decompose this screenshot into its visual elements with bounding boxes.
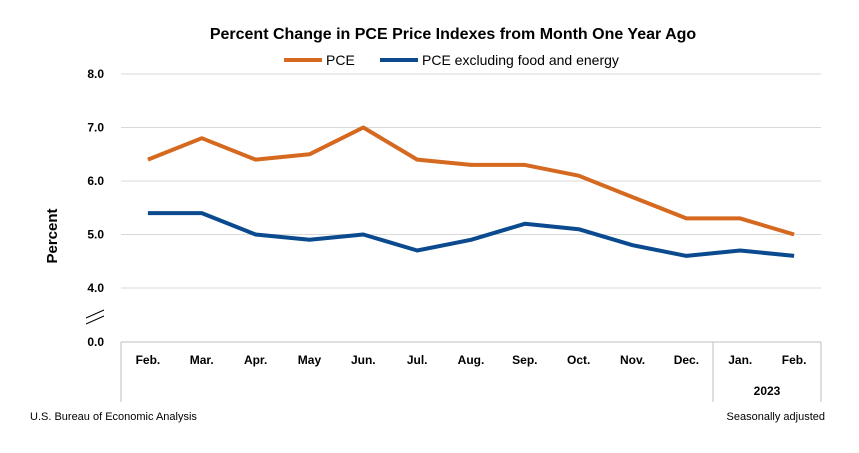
x-tick-label: Jul. bbox=[407, 353, 428, 367]
y-tick-label: 5.0 bbox=[87, 228, 104, 242]
y-tick-label: 7.0 bbox=[87, 121, 104, 135]
x-tick-label: Jan. bbox=[728, 353, 752, 367]
gridlines bbox=[121, 73, 821, 289]
legend-core-pce-label: PCE excluding food and energy bbox=[422, 52, 619, 68]
x-tick-label: May bbox=[298, 353, 322, 367]
year-group-label: 2023 bbox=[754, 384, 781, 398]
chart-title: Percent Change in PCE Price Indexes from… bbox=[210, 26, 697, 43]
y-axis-label: Percent bbox=[44, 208, 61, 263]
core-pce-series-line bbox=[147, 211, 795, 258]
source-note: U.S. Bureau of Economic Analysis bbox=[30, 411, 197, 423]
x-tick-label: Feb. bbox=[782, 353, 807, 367]
y-tick-label: 8.0 bbox=[87, 67, 104, 81]
pce-series-line bbox=[147, 125, 795, 237]
y-axis-ticks: 8.0 7.0 6.0 5.0 4.0 0.0 bbox=[87, 67, 104, 349]
x-tick-label: Aug. bbox=[458, 353, 485, 367]
legend: PCE PCE excluding food and energy bbox=[284, 52, 619, 68]
adjustment-note: Seasonally adjusted bbox=[727, 411, 825, 423]
x-tick-label: Oct. bbox=[567, 353, 590, 367]
x-tick-label: Nov. bbox=[620, 353, 645, 367]
series-lines bbox=[147, 125, 795, 258]
x-tick-label: Apr. bbox=[244, 353, 267, 367]
legend-pce-label: PCE bbox=[326, 52, 355, 68]
x-tick-label: Dec. bbox=[674, 353, 699, 367]
axis-break-icon bbox=[85, 309, 105, 325]
x-tick-label: Sep. bbox=[512, 353, 537, 367]
x-axis-ticks: Feb. Mar. Apr. May Jun. Jul. Aug. Sep. Oct. Nov. D… bbox=[136, 353, 807, 367]
x-tick-label: Jun. bbox=[351, 353, 376, 367]
y-tick-label: 4.0 bbox=[87, 281, 104, 295]
y-tick-label: 6.0 bbox=[87, 174, 104, 188]
x-tick-label: Mar. bbox=[190, 353, 214, 367]
y-tick-label: 0.0 bbox=[87, 335, 104, 349]
x-axis bbox=[120, 341, 822, 402]
x-tick-label: Feb. bbox=[136, 353, 161, 367]
